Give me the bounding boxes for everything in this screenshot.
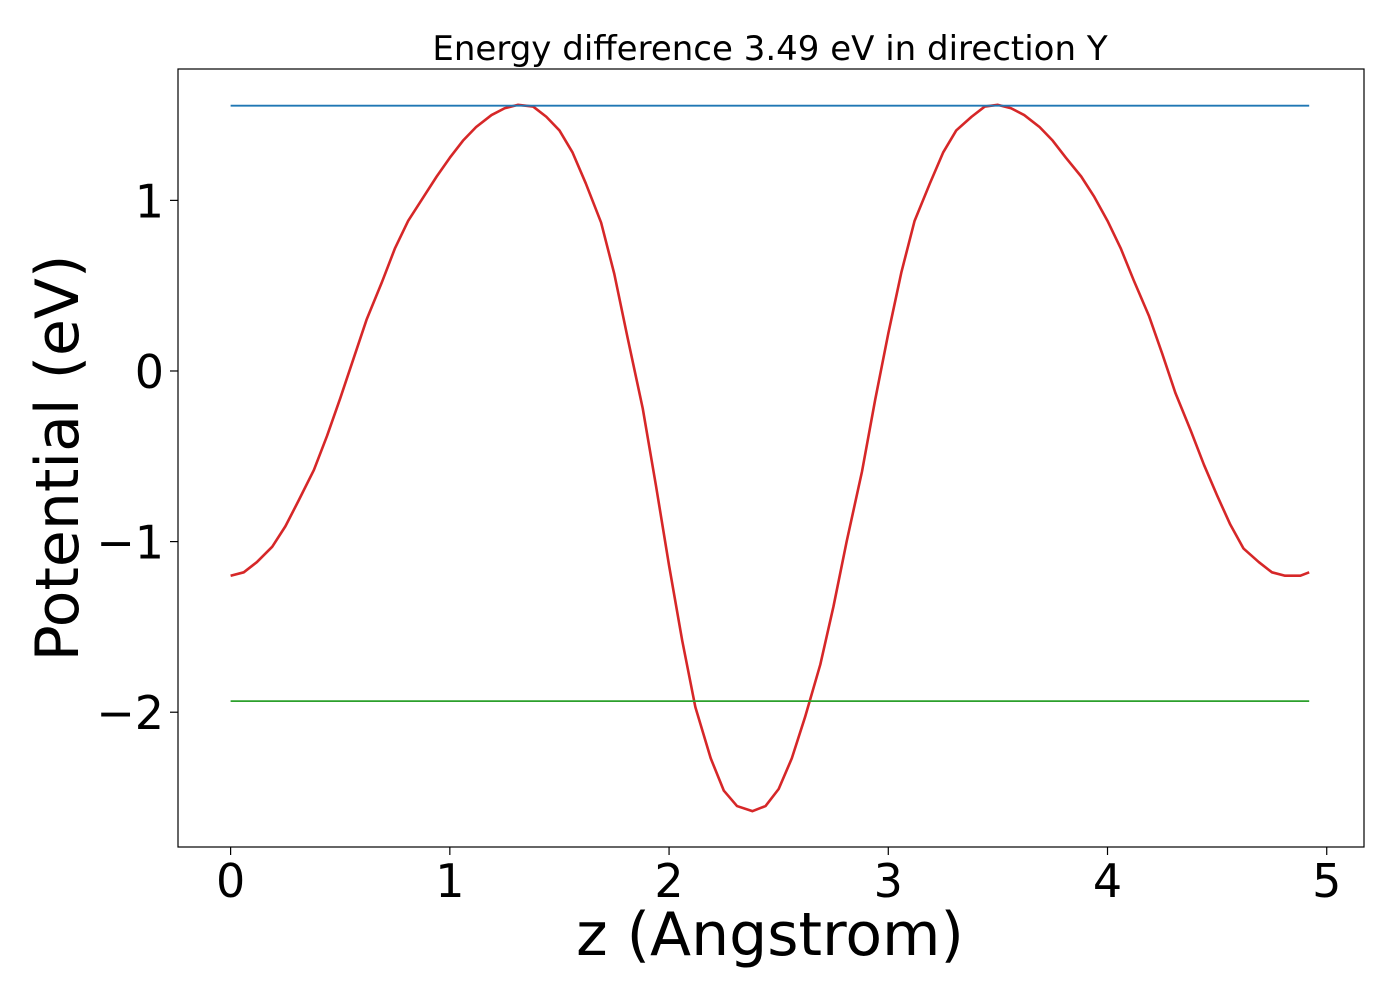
y-tick-label: −1 [96, 516, 164, 570]
x-tick-label: 5 [1312, 854, 1341, 908]
y-tick-label: −2 [96, 686, 164, 740]
chart-title: Energy difference 3.49 eV in direction Y [432, 29, 1107, 69]
y-tick-label: 1 [135, 174, 164, 228]
plot-area [230, 103, 1310, 813]
x-tick-label: 3 [874, 854, 903, 908]
y-axis: 1 0 −1 −2 [96, 174, 178, 740]
x-tick-label: 0 [216, 854, 245, 908]
x-tick-label: 2 [654, 854, 683, 908]
y-tick-label: 0 [135, 345, 164, 399]
x-axis: 0 1 2 3 4 5 [216, 847, 1341, 908]
x-axis-label: z (Angstrom) [576, 900, 964, 970]
series-line-0 [230, 103, 1310, 813]
x-tick-label: 1 [435, 854, 464, 908]
plot-frame [177, 68, 1365, 848]
x-tick-label: 4 [1093, 854, 1122, 908]
y-axis-label: Potential (eV) [23, 255, 93, 662]
